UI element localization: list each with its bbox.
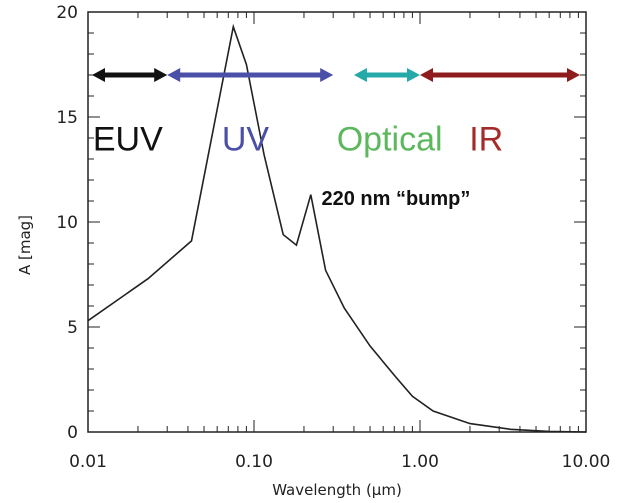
annotations: 220 nm “bump” xyxy=(321,188,470,210)
band-arrow-head-right xyxy=(567,68,580,82)
band-arrow-head-left xyxy=(167,68,181,82)
y-tick-label: 20 xyxy=(56,3,78,23)
y-tick-label: 10 xyxy=(56,213,78,233)
x-tick-label: 1.00 xyxy=(401,452,439,472)
band-label: Optical xyxy=(337,121,443,159)
band-arrow-head-right xyxy=(407,68,420,82)
x-axis-label: Wavelength (μm) xyxy=(272,481,402,499)
y-axis-label: A [mag] xyxy=(16,215,34,275)
band-arrow-head-left xyxy=(420,68,433,82)
band-arrow-head-left xyxy=(353,68,367,82)
band-arrow-head-left xyxy=(92,68,105,82)
bump-annotation: 220 nm “bump” xyxy=(321,188,470,210)
x-tick-label: 0.10 xyxy=(235,452,273,472)
band-arrow-head-right xyxy=(154,68,168,82)
tick-labels: 0.01 0.10 1.00 10.00 0 5 10 15 20 xyxy=(56,3,610,472)
wavelength-bands: EUV UV Optical IR xyxy=(92,68,580,159)
band-label: IR xyxy=(469,121,503,159)
band-label: UV xyxy=(222,121,270,159)
y-tick-label: 0 xyxy=(67,423,78,443)
band-arrow-head-right xyxy=(320,68,334,82)
band-label: EUV xyxy=(93,121,163,159)
x-tick-label: 0.01 xyxy=(69,452,107,472)
extinction-curve xyxy=(87,23,587,433)
y-tick-label: 5 xyxy=(67,318,78,338)
y-tick-label: 15 xyxy=(56,108,78,128)
tick-marks xyxy=(87,11,587,433)
x-tick-label: 10.00 xyxy=(562,452,611,472)
